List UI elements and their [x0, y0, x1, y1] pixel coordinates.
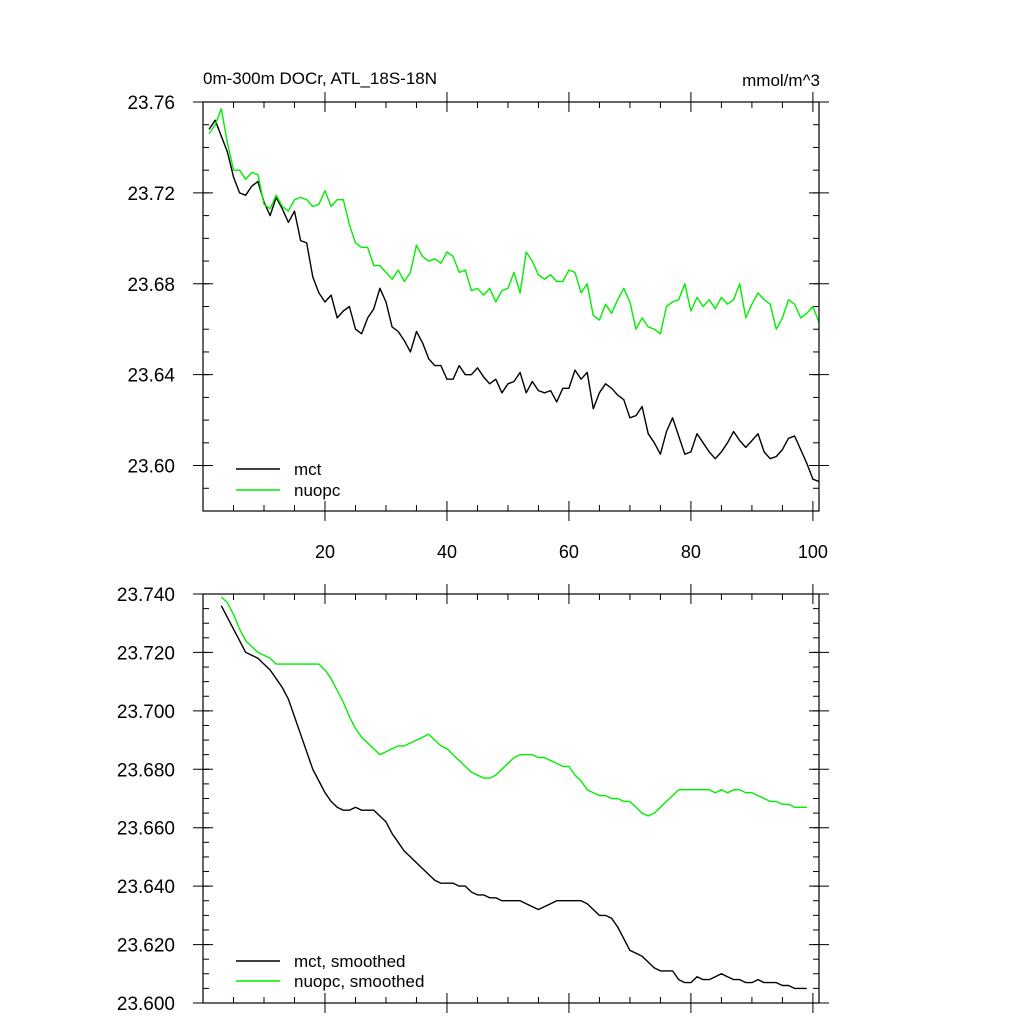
bottom-ticks: 23.600 23.620 23.640 23.660 23.680 23.700 23.7… — [117, 584, 829, 1015]
x-tick-label: 100 — [798, 542, 828, 562]
x-tick-label: 60 — [559, 542, 579, 562]
x-tick-label: 80 — [681, 542, 701, 562]
y-tick-label: 23.72 — [127, 184, 175, 205]
y-tick-label: 23.700 — [117, 702, 175, 723]
series-line-nuopc — [208, 108, 820, 335]
chart-title: 0m-300m DOCr, ATL_18S-18N — [203, 69, 437, 88]
y-tick-label: 23.660 — [117, 819, 175, 840]
top-plot-frame — [202, 101, 820, 512]
x-tick-label: 40 — [437, 542, 457, 562]
top-legend: mct nuopc — [236, 460, 341, 500]
chart-top-panel: 0m-300m DOCr, ATL_18S-18N mmol/m^3 20 40 6… — [127, 69, 829, 562]
y-tick-label: 23.620 — [117, 936, 175, 957]
x-tick-label: 20 — [315, 542, 335, 562]
y-tick-label: 23.720 — [117, 643, 175, 664]
legend-label-nuopc: nuopc — [294, 481, 341, 500]
y-tick-label: 23.60 — [127, 457, 175, 478]
legend-label-nuopc-smoothed: nuopc, smoothed — [294, 972, 424, 991]
chart-bottom-panel: 23.600 23.620 23.640 23.660 23.680 23.700 23.7… — [117, 584, 829, 1015]
y-tick-label: 23.680 — [117, 760, 175, 781]
bottom-series-group — [220, 596, 807, 990]
bottom-legend: mct, smoothed nuopc, smoothed — [236, 952, 424, 991]
top-series-group — [208, 108, 820, 483]
y-tick-label: 23.600 — [117, 994, 175, 1015]
series-line-nuopc-smoothed — [220, 596, 807, 817]
legend-label-mct-smoothed: mct, smoothed — [294, 952, 406, 971]
y-tick-label: 23.740 — [117, 585, 175, 606]
y-tick-label: 23.76 — [127, 93, 175, 114]
y-tick-label: 23.640 — [117, 877, 175, 898]
top-ticks: 20 40 60 80 100 23.60 23.64 23.68 23.72 23.76 — [127, 92, 829, 562]
y-tick-label: 23.68 — [127, 275, 175, 296]
series-line-mct-smoothed — [220, 605, 807, 990]
legend-label-mct: mct — [294, 460, 322, 479]
chart-units-label: mmol/m^3 — [742, 71, 820, 90]
y-tick-label: 23.64 — [127, 366, 175, 387]
bottom-plot-frame — [202, 593, 820, 1004]
series-line-mct — [208, 119, 820, 483]
